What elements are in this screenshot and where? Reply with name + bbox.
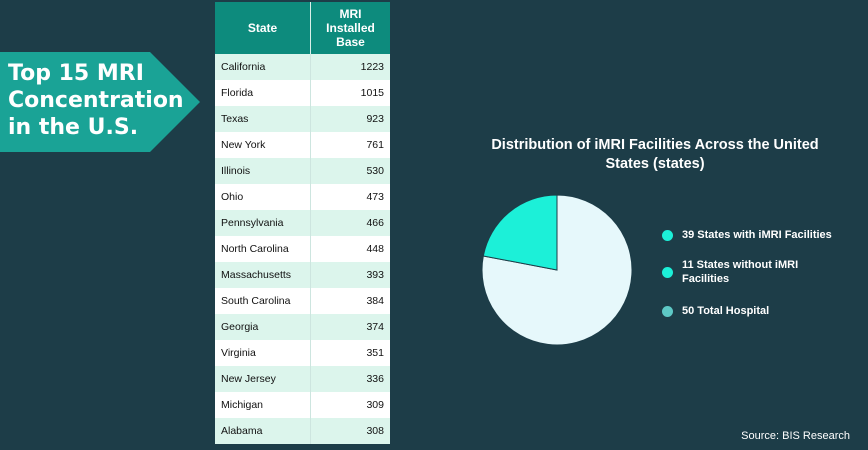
mri-count-cell: 761 bbox=[310, 132, 390, 158]
mri-count-cell: 384 bbox=[310, 288, 390, 314]
pie-legend: 39 States with iMRI Facilities 11 States… bbox=[662, 228, 837, 318]
state-cell: Virginia bbox=[215, 340, 311, 366]
header-mri-base: MRI Installed Base bbox=[310, 2, 390, 54]
banner-title: Top 15 MRI Concentration in the U.S. bbox=[8, 61, 184, 140]
table-header-row: State MRI Installed Base bbox=[215, 2, 390, 54]
state-cell: Georgia bbox=[215, 314, 311, 340]
state-cell: North Carolina bbox=[215, 236, 311, 262]
state-cell: New York bbox=[215, 132, 311, 158]
table-row: South Carolina 384 bbox=[215, 288, 390, 314]
mri-count-cell: 530 bbox=[310, 158, 390, 184]
mri-count-cell: 374 bbox=[310, 314, 390, 340]
mri-count-cell: 448 bbox=[310, 236, 390, 262]
state-cell: Alabama bbox=[215, 418, 311, 444]
source-note: Source: BIS Research bbox=[741, 430, 850, 442]
state-cell: Michigan bbox=[215, 392, 311, 418]
table-row: New Jersey 336 bbox=[215, 366, 390, 392]
mri-count-cell: 308 bbox=[310, 418, 390, 444]
chart-title: Distribution of iMRI Facilities Across t… bbox=[491, 137, 819, 172]
mri-table: State MRI Installed Base California 1223 F… bbox=[215, 2, 390, 444]
state-cell: Texas bbox=[215, 106, 311, 132]
state-cell: Florida bbox=[215, 80, 311, 106]
table-row: North Carolina 448 bbox=[215, 236, 390, 262]
state-cell: Pennsylvania bbox=[215, 210, 311, 236]
pie-slice-with-imri bbox=[481, 194, 633, 346]
table-row: Georgia 374 bbox=[215, 314, 390, 340]
table-row: Virginia 351 bbox=[215, 340, 390, 366]
mri-count-cell: 351 bbox=[310, 340, 390, 366]
pie-slice-without-imri bbox=[482, 194, 558, 271]
legend-label: 50 Total Hospital bbox=[682, 305, 770, 317]
mri-count-cell: 1223 bbox=[310, 54, 390, 80]
pie-chart bbox=[481, 194, 633, 346]
mri-count-cell: 923 bbox=[310, 106, 390, 132]
table-row: New York 761 bbox=[215, 132, 390, 158]
table-row: Texas 923 bbox=[215, 106, 390, 132]
state-cell: Ohio bbox=[215, 184, 311, 210]
legend-swatch bbox=[662, 266, 673, 278]
table-row: Florida 1015 bbox=[215, 80, 390, 106]
mri-count-cell: 309 bbox=[310, 392, 390, 418]
table-row: Massachusetts 393 bbox=[215, 262, 390, 288]
state-cell: Illinois bbox=[215, 158, 311, 184]
legend-label: 11 States without iMRI Facilities bbox=[682, 259, 799, 285]
table-body: California 1223 Florida 1015 Texas 923 New Yor… bbox=[215, 54, 390, 444]
header-state: State bbox=[215, 2, 311, 54]
mri-count-cell: 1015 bbox=[310, 80, 390, 106]
state-cell: South Carolina bbox=[215, 288, 311, 314]
legend-item: 11 States without iMRI Facilities bbox=[662, 258, 837, 286]
legend-swatch bbox=[662, 305, 673, 317]
state-cell: New Jersey bbox=[215, 366, 311, 392]
legend-item: 50 Total Hospital bbox=[662, 304, 837, 318]
table-row: Ohio 473 bbox=[215, 184, 390, 210]
mri-count-cell: 336 bbox=[310, 366, 390, 392]
legend-swatch bbox=[662, 229, 673, 241]
table-row: Alabama 308 bbox=[215, 418, 390, 444]
table-row: California 1223 bbox=[215, 54, 390, 80]
table-row: Michigan 309 bbox=[215, 392, 390, 418]
legend-item: 39 States with iMRI Facilities bbox=[662, 228, 837, 242]
legend-label: 39 States with iMRI Facilities bbox=[682, 229, 832, 241]
table-row: Illinois 530 bbox=[215, 158, 390, 184]
state-cell: Massachusetts bbox=[215, 262, 311, 288]
state-cell: California bbox=[215, 54, 311, 80]
table-row: Pennsylvania 466 bbox=[215, 210, 390, 236]
mri-count-cell: 473 bbox=[310, 184, 390, 210]
mri-count-cell: 393 bbox=[310, 262, 390, 288]
title-banner: Top 15 MRI Concentration in the U.S. bbox=[0, 52, 200, 152]
mri-count-cell: 466 bbox=[310, 210, 390, 236]
